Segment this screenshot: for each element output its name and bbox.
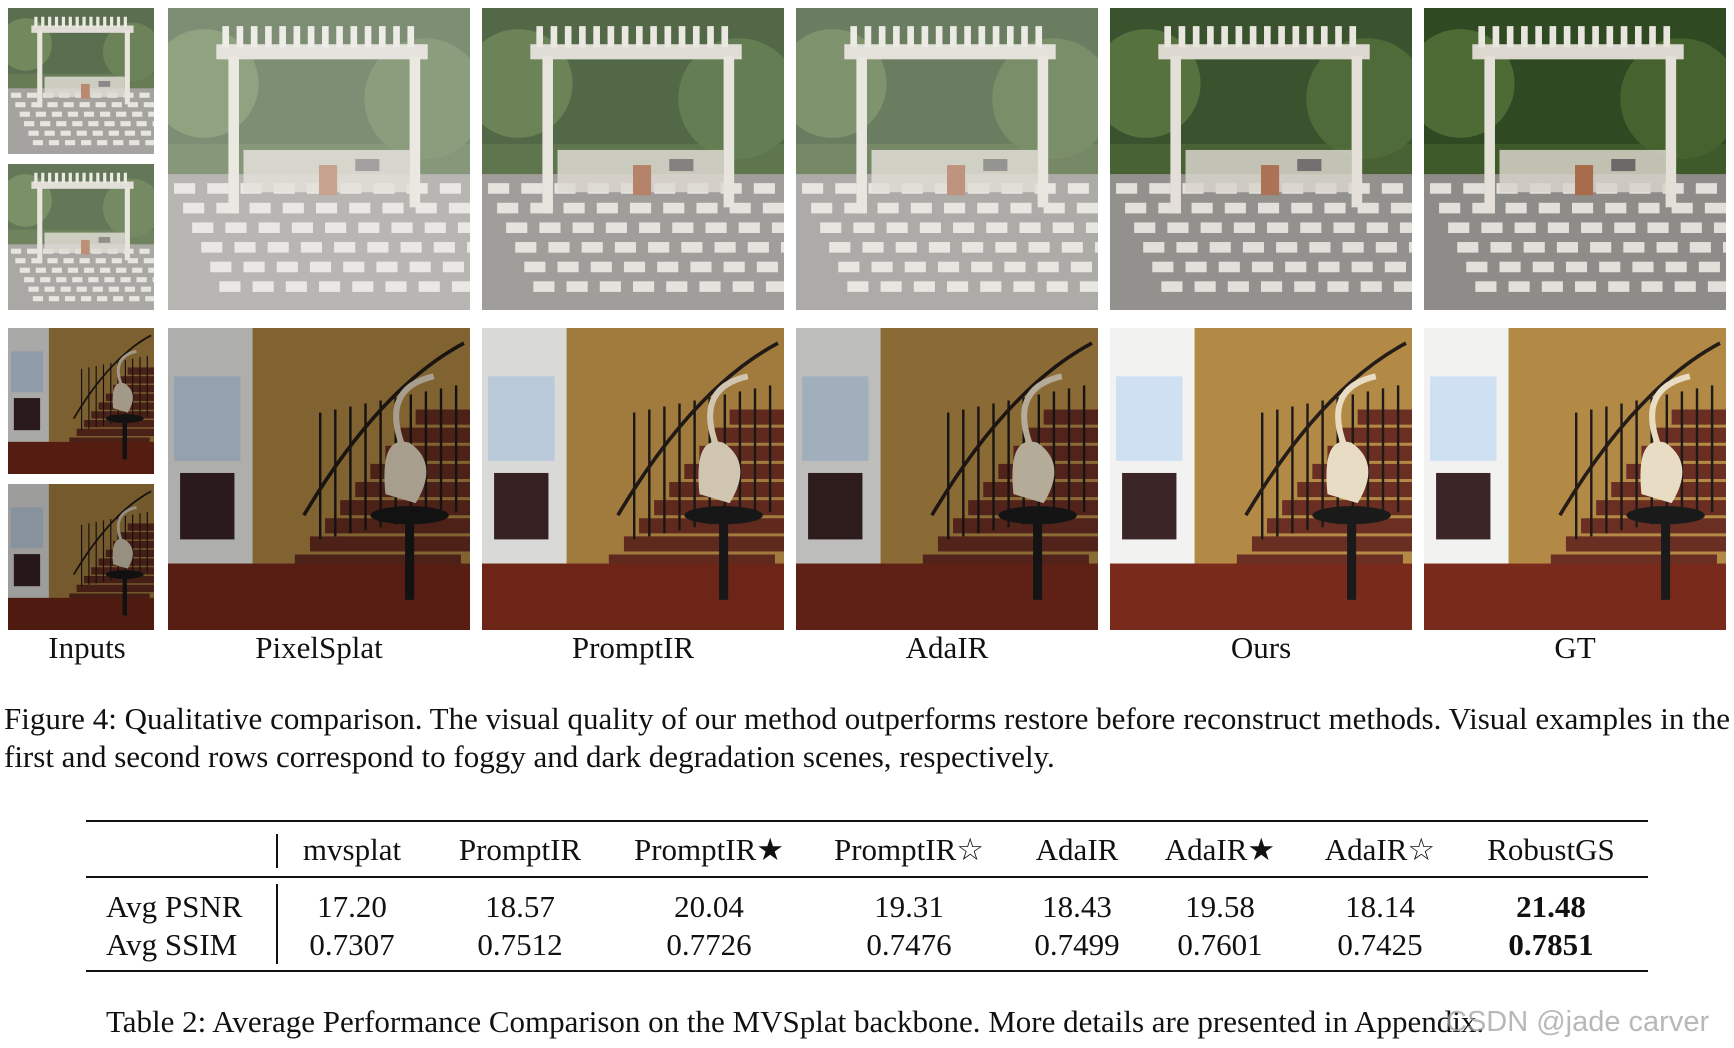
promptir-image-foggy bbox=[482, 8, 784, 310]
table-caption: Table 2: Average Performance Comparison … bbox=[106, 1004, 1485, 1039]
table-cell: 17.20 bbox=[317, 889, 387, 924]
header-adair: AdaIR bbox=[1035, 832, 1119, 867]
input-image-dark-2 bbox=[8, 484, 154, 630]
gt-image-foggy bbox=[1424, 8, 1726, 310]
header-mvsplat: mvsplat bbox=[302, 832, 402, 867]
table-top-rule bbox=[86, 820, 1648, 822]
column-label-pixelsplat: PixelSplat bbox=[255, 630, 383, 665]
column-label-gt: GT bbox=[1554, 630, 1596, 665]
body-column-separator bbox=[276, 884, 278, 964]
table-mid-rule bbox=[86, 876, 1648, 878]
row-label-avg-psnr: Avg PSNR bbox=[106, 889, 243, 924]
table-cell: 18.43 bbox=[1042, 889, 1112, 924]
table-cell: 0.7512 bbox=[477, 927, 563, 962]
table-cell: 0.7499 bbox=[1034, 927, 1120, 962]
table-cell: 18.14 bbox=[1345, 889, 1415, 924]
header-promptir-hollow-star: PromptIR☆ bbox=[833, 832, 985, 867]
watermark: CSDN @jade carver bbox=[1446, 1006, 1710, 1038]
figure-caption: Figure 4: Qualitative comparison. The vi… bbox=[4, 701, 1730, 774]
table-cell-best: 21.48 bbox=[1516, 889, 1586, 924]
input-image-foggy-2 bbox=[8, 164, 154, 310]
input-image-dark-1 bbox=[8, 328, 154, 474]
pixelsplat-image-dark bbox=[168, 328, 470, 630]
row-label-avg-ssim: Avg SSIM bbox=[106, 927, 238, 962]
table-cell: 0.7726 bbox=[666, 927, 752, 962]
header-promptir: PromptIR bbox=[458, 832, 582, 867]
column-label-inputs: Inputs bbox=[48, 630, 126, 665]
table-cell: 20.04 bbox=[674, 889, 744, 924]
ours-image-dark bbox=[1110, 328, 1412, 630]
header-robustgs: RobustGS bbox=[1487, 832, 1615, 867]
table-cell: 0.7601 bbox=[1177, 927, 1263, 962]
gt-image-dark bbox=[1424, 328, 1726, 630]
table-cell: 19.31 bbox=[874, 889, 944, 924]
header-column-separator bbox=[276, 834, 278, 868]
ours-image-foggy bbox=[1110, 8, 1412, 310]
table-cell: 18.57 bbox=[485, 889, 555, 924]
column-label-adair: AdaIR bbox=[905, 630, 989, 665]
table-bottom-rule bbox=[86, 970, 1648, 972]
table-cell: 0.7425 bbox=[1337, 927, 1423, 962]
promptir-image-dark bbox=[482, 328, 784, 630]
adair-image-foggy bbox=[796, 8, 1098, 310]
column-label-ours: Ours bbox=[1230, 630, 1292, 665]
table-cell: 19.58 bbox=[1185, 889, 1255, 924]
table-cell: 0.7476 bbox=[866, 927, 952, 962]
header-adair-hollow-star: AdaIR☆ bbox=[1324, 832, 1436, 867]
header-adair-star: AdaIR★ bbox=[1164, 832, 1276, 867]
header-promptir-star: PromptIR★ bbox=[633, 832, 785, 867]
pixelsplat-image-foggy bbox=[168, 8, 470, 310]
column-label-promptir: PromptIR bbox=[571, 630, 695, 665]
table-cell: 0.7307 bbox=[309, 927, 395, 962]
table-cell-best: 0.7851 bbox=[1508, 927, 1594, 962]
adair-image-dark bbox=[796, 328, 1098, 630]
input-image-foggy-1 bbox=[8, 8, 154, 154]
